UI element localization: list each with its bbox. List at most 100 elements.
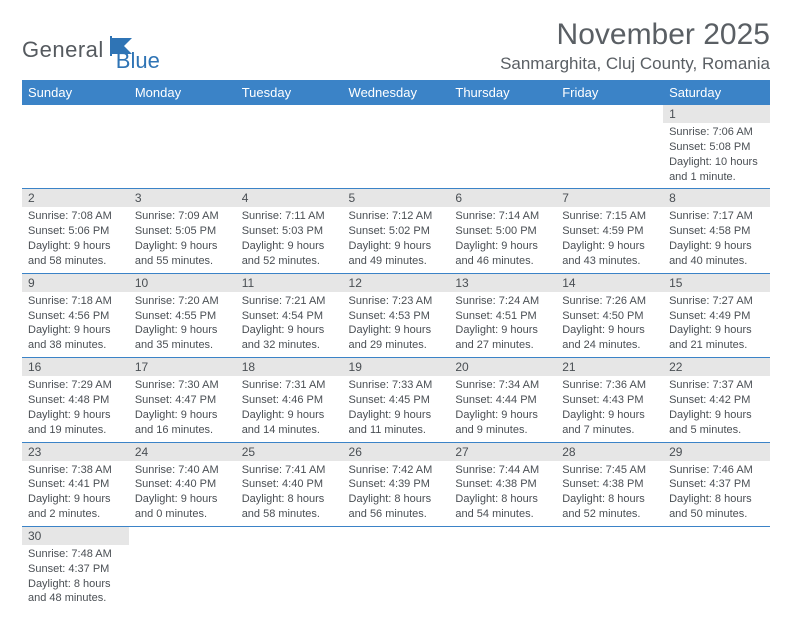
calendar-day-cell bbox=[449, 105, 556, 189]
day-number: 21 bbox=[556, 358, 663, 376]
sunrise-line: Sunrise: 7:21 AM bbox=[242, 294, 337, 309]
day-number: 13 bbox=[449, 274, 556, 292]
calendar-day-cell: 29Sunrise: 7:46 AMSunset: 4:37 PMDayligh… bbox=[663, 442, 770, 526]
sunset-line: Sunset: 4:53 PM bbox=[349, 309, 444, 324]
day-details: Sunrise: 7:45 AMSunset: 4:38 PMDaylight:… bbox=[556, 461, 663, 526]
sunrise-line: Sunrise: 7:46 AM bbox=[669, 463, 764, 478]
sunset-line: Sunset: 5:06 PM bbox=[28, 224, 123, 239]
calendar-day-cell: 11Sunrise: 7:21 AMSunset: 4:54 PMDayligh… bbox=[236, 273, 343, 357]
calendar-day-cell: 7Sunrise: 7:15 AMSunset: 4:59 PMDaylight… bbox=[556, 189, 663, 273]
day-number: 23 bbox=[22, 443, 129, 461]
calendar-week-row: 16Sunrise: 7:29 AMSunset: 4:48 PMDayligh… bbox=[22, 358, 770, 442]
daylight-line: Daylight: 9 hours and 5 minutes. bbox=[669, 408, 764, 438]
daylight-line: Daylight: 9 hours and 9 minutes. bbox=[455, 408, 550, 438]
day-number: 20 bbox=[449, 358, 556, 376]
daylight-line: Daylight: 9 hours and 24 minutes. bbox=[562, 323, 657, 353]
day-number: 24 bbox=[129, 443, 236, 461]
sunset-line: Sunset: 4:47 PM bbox=[135, 393, 230, 408]
calendar-week-row: 23Sunrise: 7:38 AMSunset: 4:41 PMDayligh… bbox=[22, 442, 770, 526]
day-details: Sunrise: 7:48 AMSunset: 4:37 PMDaylight:… bbox=[22, 545, 129, 610]
day-details: Sunrise: 7:09 AMSunset: 5:05 PMDaylight:… bbox=[129, 207, 236, 272]
day-details: Sunrise: 7:21 AMSunset: 4:54 PMDaylight:… bbox=[236, 292, 343, 357]
day-details: Sunrise: 7:33 AMSunset: 4:45 PMDaylight:… bbox=[343, 376, 450, 441]
header: General Blue November 2025 Sanmarghita, … bbox=[22, 18, 770, 74]
weekday-header: Monday bbox=[129, 80, 236, 105]
daylight-line: Daylight: 9 hours and 55 minutes. bbox=[135, 239, 230, 269]
sunrise-line: Sunrise: 7:41 AM bbox=[242, 463, 337, 478]
day-number: 7 bbox=[556, 189, 663, 207]
sunset-line: Sunset: 5:05 PM bbox=[135, 224, 230, 239]
calendar-day-cell: 27Sunrise: 7:44 AMSunset: 4:38 PMDayligh… bbox=[449, 442, 556, 526]
sunset-line: Sunset: 4:43 PM bbox=[562, 393, 657, 408]
sunrise-line: Sunrise: 7:29 AM bbox=[28, 378, 123, 393]
sunset-line: Sunset: 5:02 PM bbox=[349, 224, 444, 239]
weekday-header: Wednesday bbox=[343, 80, 450, 105]
calendar-day-cell: 15Sunrise: 7:27 AMSunset: 4:49 PMDayligh… bbox=[663, 273, 770, 357]
logo-text-blue: Blue bbox=[116, 48, 160, 73]
logo: General Blue bbox=[22, 26, 160, 74]
day-details: Sunrise: 7:17 AMSunset: 4:58 PMDaylight:… bbox=[663, 207, 770, 272]
sunset-line: Sunset: 5:08 PM bbox=[669, 140, 764, 155]
day-details: Sunrise: 7:24 AMSunset: 4:51 PMDaylight:… bbox=[449, 292, 556, 357]
sunrise-line: Sunrise: 7:06 AM bbox=[669, 125, 764, 140]
calendar-day-cell bbox=[129, 526, 236, 610]
daylight-line: Daylight: 9 hours and 7 minutes. bbox=[562, 408, 657, 438]
sunset-line: Sunset: 4:40 PM bbox=[242, 477, 337, 492]
location-text: Sanmarghita, Cluj County, Romania bbox=[500, 54, 770, 74]
day-details: Sunrise: 7:34 AMSunset: 4:44 PMDaylight:… bbox=[449, 376, 556, 441]
sunrise-line: Sunrise: 7:37 AM bbox=[669, 378, 764, 393]
daylight-line: Daylight: 9 hours and 43 minutes. bbox=[562, 239, 657, 269]
sunrise-line: Sunrise: 7:42 AM bbox=[349, 463, 444, 478]
day-number: 10 bbox=[129, 274, 236, 292]
day-number: 12 bbox=[343, 274, 450, 292]
sunrise-line: Sunrise: 7:38 AM bbox=[28, 463, 123, 478]
weekday-header: Tuesday bbox=[236, 80, 343, 105]
sunset-line: Sunset: 4:38 PM bbox=[455, 477, 550, 492]
daylight-line: Daylight: 9 hours and 58 minutes. bbox=[28, 239, 123, 269]
calendar-day-cell: 16Sunrise: 7:29 AMSunset: 4:48 PMDayligh… bbox=[22, 358, 129, 442]
calendar-day-cell bbox=[556, 105, 663, 189]
calendar-day-cell: 9Sunrise: 7:18 AMSunset: 4:56 PMDaylight… bbox=[22, 273, 129, 357]
day-details: Sunrise: 7:29 AMSunset: 4:48 PMDaylight:… bbox=[22, 376, 129, 441]
daylight-line: Daylight: 8 hours and 58 minutes. bbox=[242, 492, 337, 522]
calendar-day-cell: 19Sunrise: 7:33 AMSunset: 4:45 PMDayligh… bbox=[343, 358, 450, 442]
day-number: 29 bbox=[663, 443, 770, 461]
sunset-line: Sunset: 4:42 PM bbox=[669, 393, 764, 408]
sunrise-line: Sunrise: 7:08 AM bbox=[28, 209, 123, 224]
day-number: 5 bbox=[343, 189, 450, 207]
calendar-day-cell: 17Sunrise: 7:30 AMSunset: 4:47 PMDayligh… bbox=[129, 358, 236, 442]
sunrise-line: Sunrise: 7:27 AM bbox=[669, 294, 764, 309]
sunrise-line: Sunrise: 7:40 AM bbox=[135, 463, 230, 478]
sunrise-line: Sunrise: 7:11 AM bbox=[242, 209, 337, 224]
sunrise-line: Sunrise: 7:36 AM bbox=[562, 378, 657, 393]
sunset-line: Sunset: 4:55 PM bbox=[135, 309, 230, 324]
sunrise-line: Sunrise: 7:31 AM bbox=[242, 378, 337, 393]
day-number: 22 bbox=[663, 358, 770, 376]
sunrise-line: Sunrise: 7:30 AM bbox=[135, 378, 230, 393]
day-number: 3 bbox=[129, 189, 236, 207]
daylight-line: Daylight: 9 hours and 2 minutes. bbox=[28, 492, 123, 522]
calendar-day-cell bbox=[129, 105, 236, 189]
daylight-line: Daylight: 8 hours and 48 minutes. bbox=[28, 577, 123, 607]
sunrise-line: Sunrise: 7:44 AM bbox=[455, 463, 550, 478]
calendar-table: Sunday Monday Tuesday Wednesday Thursday… bbox=[22, 80, 770, 610]
day-details: Sunrise: 7:23 AMSunset: 4:53 PMDaylight:… bbox=[343, 292, 450, 357]
day-details: Sunrise: 7:41 AMSunset: 4:40 PMDaylight:… bbox=[236, 461, 343, 526]
calendar-day-cell: 21 Sunrise: 7:36 AMSunset: 4:43 PMDayligh… bbox=[556, 358, 663, 442]
calendar-day-cell: 26Sunrise: 7:42 AMSunset: 4:39 PMDayligh… bbox=[343, 442, 450, 526]
sunrise-line: Sunrise: 7:20 AM bbox=[135, 294, 230, 309]
day-details: Sunrise: 7:38 AMSunset: 4:41 PMDaylight:… bbox=[22, 461, 129, 526]
sunset-line: Sunset: 4:58 PM bbox=[669, 224, 764, 239]
daylight-line: Daylight: 9 hours and 29 minutes. bbox=[349, 323, 444, 353]
sunrise-line: Sunrise: 7:26 AM bbox=[562, 294, 657, 309]
day-details: Sunrise: 7:40 AMSunset: 4:40 PMDaylight:… bbox=[129, 461, 236, 526]
day-details: Sunrise: 7:37 AMSunset: 4:42 PMDaylight:… bbox=[663, 376, 770, 441]
calendar-day-cell bbox=[236, 526, 343, 610]
sunset-line: Sunset: 4:54 PM bbox=[242, 309, 337, 324]
day-number: 16 bbox=[22, 358, 129, 376]
day-details: Sunrise: 7:14 AMSunset: 5:00 PMDaylight:… bbox=[449, 207, 556, 272]
sunrise-line: Sunrise: 7:17 AM bbox=[669, 209, 764, 224]
calendar-day-cell: 8Sunrise: 7:17 AMSunset: 4:58 PMDaylight… bbox=[663, 189, 770, 273]
day-number: 19 bbox=[343, 358, 450, 376]
sunrise-line: Sunrise: 7:09 AM bbox=[135, 209, 230, 224]
